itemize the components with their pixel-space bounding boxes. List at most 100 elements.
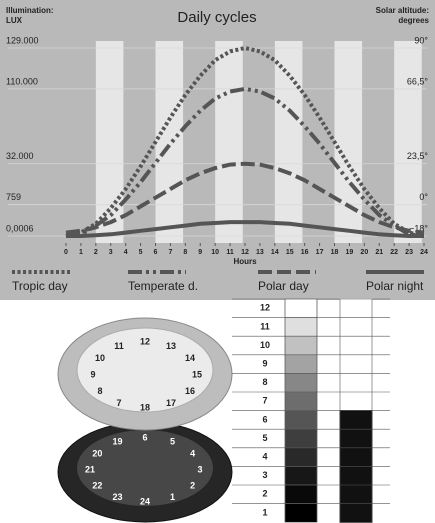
dial-number: 6 bbox=[142, 432, 147, 442]
dial-number: 14 bbox=[185, 353, 195, 363]
stripe bbox=[394, 41, 422, 243]
y-label: Illumination: bbox=[6, 6, 54, 15]
legend-label: Temperate d. bbox=[128, 279, 198, 293]
x-tick-label: 9 bbox=[198, 249, 202, 256]
shade-cell bbox=[284, 373, 318, 393]
dial-number: 22 bbox=[92, 480, 102, 490]
row-label: 7 bbox=[262, 396, 267, 406]
x-tick-label: 8 bbox=[183, 249, 187, 256]
dial-number: 18 bbox=[140, 402, 150, 412]
y2-label: Solar altitude: bbox=[376, 6, 429, 15]
x-tick-label: 13 bbox=[256, 249, 264, 256]
x-tick-label: 23 bbox=[405, 249, 413, 256]
row-label: 3 bbox=[262, 470, 267, 480]
y-tick-label: 759 bbox=[6, 192, 21, 202]
dial-number: 20 bbox=[92, 448, 102, 458]
x-tick-label: 21 bbox=[375, 249, 383, 256]
shade-cell bbox=[284, 447, 318, 467]
bar-cell bbox=[339, 354, 373, 374]
row-label: 11 bbox=[260, 321, 270, 331]
y2-tick-label: 90° bbox=[414, 35, 428, 45]
stripe bbox=[334, 41, 363, 243]
shade-cell bbox=[284, 298, 318, 318]
stripe bbox=[215, 41, 243, 243]
stripe bbox=[155, 41, 184, 243]
row-label: 8 bbox=[262, 377, 267, 387]
y-tick-label: 32.000 bbox=[6, 151, 34, 161]
dial-number: 10 bbox=[95, 353, 105, 363]
shade-cell bbox=[284, 317, 318, 337]
row-label: 1 bbox=[262, 507, 267, 517]
dial-number: 19 bbox=[112, 437, 122, 447]
x-tick-label: 11 bbox=[226, 249, 234, 256]
bar-cell bbox=[339, 484, 373, 505]
row-label: 4 bbox=[262, 451, 267, 461]
x-tick-label: 10 bbox=[211, 249, 219, 256]
bar-cell bbox=[339, 298, 373, 319]
x-tick-label: 2 bbox=[94, 249, 98, 256]
series-line bbox=[66, 220, 424, 238]
y-tick-label: 129.000 bbox=[6, 35, 39, 45]
scale: 12 11 10 9 8 7 6 5 4 3 2 1 bbox=[232, 298, 390, 523]
x-tick-label: 4 bbox=[124, 249, 128, 256]
row-label: 9 bbox=[262, 358, 267, 368]
shade-cell bbox=[284, 354, 318, 374]
x-tick-label: 1 bbox=[79, 249, 83, 256]
bar-cell bbox=[339, 465, 373, 486]
bar-cell bbox=[339, 410, 373, 430]
dial-number: 3 bbox=[197, 464, 202, 474]
bar-cell bbox=[339, 372, 373, 393]
x-tick-label: 12 bbox=[241, 249, 249, 256]
dial-number: 24 bbox=[140, 496, 150, 506]
row-label: 12 bbox=[260, 303, 270, 313]
bar-cell bbox=[339, 428, 373, 449]
legend-label: Polar night bbox=[366, 279, 424, 293]
x-tick-label: 7 bbox=[168, 249, 172, 256]
x-label: Hours bbox=[233, 257, 257, 266]
x-tick-label: 20 bbox=[360, 249, 368, 256]
x-tick-label: 19 bbox=[346, 249, 354, 256]
stripe bbox=[274, 41, 303, 243]
shade-cell bbox=[284, 484, 318, 504]
shade-cell bbox=[284, 335, 318, 356]
dial-number: 5 bbox=[170, 437, 175, 447]
dial-number: 17 bbox=[166, 398, 176, 408]
dial-number: 8 bbox=[97, 386, 102, 396]
x-tick-label: 0 bbox=[64, 249, 68, 256]
y-label: LUX bbox=[6, 16, 23, 25]
dial-number: 15 bbox=[192, 369, 202, 379]
dial-number: 12 bbox=[140, 336, 150, 346]
row-label: 5 bbox=[262, 433, 267, 443]
x-tick-label: 14 bbox=[271, 249, 279, 256]
row-label: 6 bbox=[262, 414, 267, 424]
y2-tick-label: −18° bbox=[409, 223, 428, 233]
dial-number: 11 bbox=[114, 341, 124, 351]
x-tick-label: 24 bbox=[420, 249, 428, 256]
chart-title: Daily cycles bbox=[177, 9, 256, 26]
dial-number: 1 bbox=[170, 492, 175, 502]
x-tick-label: 15 bbox=[286, 249, 294, 256]
dial-number: 13 bbox=[166, 341, 176, 351]
bar-cell bbox=[339, 335, 373, 356]
x-tick-label: 5 bbox=[139, 249, 143, 256]
series-line bbox=[65, 45, 425, 238]
upper-dial-face bbox=[76, 327, 214, 413]
dial-number: 16 bbox=[185, 386, 195, 396]
shade-cell bbox=[284, 428, 318, 449]
stripe bbox=[95, 41, 124, 243]
shade-cell bbox=[284, 503, 318, 523]
legend-label: Tropic day bbox=[12, 279, 68, 293]
row-label: 10 bbox=[260, 340, 270, 350]
x-tick-label: 6 bbox=[154, 249, 158, 256]
dial-number: 2 bbox=[190, 480, 195, 490]
lower-dial-face bbox=[77, 430, 213, 506]
y-tick-label: 110.000 bbox=[6, 76, 38, 86]
bar-cell bbox=[339, 317, 373, 337]
bar-cell bbox=[339, 447, 373, 467]
x-tick-label: 17 bbox=[316, 249, 324, 256]
row-label: 2 bbox=[262, 489, 267, 499]
dial-number: 9 bbox=[90, 369, 95, 379]
x-tick-label: 16 bbox=[301, 249, 309, 256]
